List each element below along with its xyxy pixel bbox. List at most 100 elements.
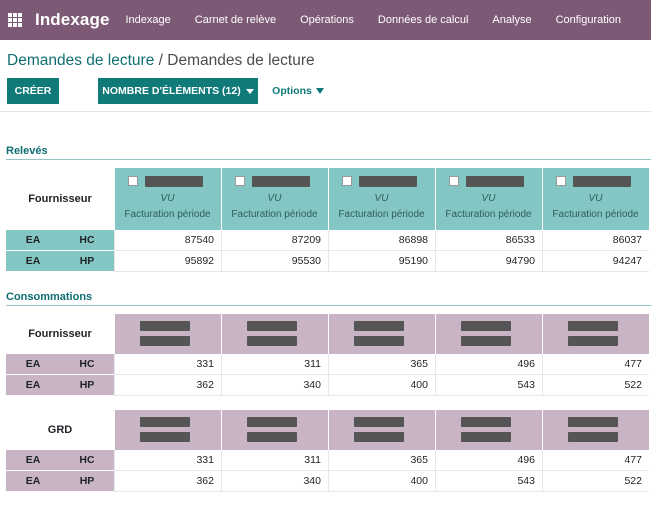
consommations-fournisseur-cell[interactable]: 400 <box>328 375 435 396</box>
consommations-grd-cell[interactable]: 365 <box>328 450 435 471</box>
menu-indexage[interactable]: Indexage <box>125 14 171 26</box>
redacted-label <box>247 336 297 346</box>
item-count-label: NOMBRE D'ÉLÉMENTS (12) <box>102 85 241 97</box>
create-button[interactable]: CRÉER <box>7 78 59 104</box>
row-label-a: EA <box>25 454 41 466</box>
redacted-label <box>354 321 404 331</box>
redacted-label <box>573 176 631 187</box>
consommations-fournisseur-column-header[interactable] <box>221 314 328 354</box>
releves-cell[interactable]: 95530 <box>221 251 328 272</box>
consommations-grd-cell[interactable]: 522 <box>542 471 649 492</box>
redacted-label <box>359 176 417 187</box>
row-label-b: HC <box>79 234 95 246</box>
redacted-label <box>247 417 297 427</box>
consommations-fournisseur-cell[interactable]: 362 <box>114 375 221 396</box>
consommations-fournisseur-cell[interactable]: 522 <box>542 375 649 396</box>
redacted-label <box>461 336 511 346</box>
consommations-grd-cell[interactable]: 477 <box>542 450 649 471</box>
row-label-b: HP <box>79 379 95 391</box>
create-button-label: CRÉER <box>14 85 52 97</box>
column-vu-label: VU <box>267 193 282 204</box>
redacted-label <box>247 321 297 331</box>
redacted-label <box>140 417 190 427</box>
consommations-grd-row-label: EA HC <box>6 450 114 471</box>
app-title[interactable]: Indexage <box>35 10 110 29</box>
consommations-fournisseur-column-header[interactable] <box>328 314 435 354</box>
releves-cell[interactable]: 94790 <box>435 251 542 272</box>
consommations-fournisseur-column-header[interactable] <box>435 314 542 354</box>
consommations-grd-column-header[interactable] <box>114 410 221 450</box>
releves-cell[interactable]: 94247 <box>542 251 649 272</box>
column-facturation-label: Facturation période <box>338 209 425 220</box>
breadcrumb-parent-link[interactable]: Demandes de lecture <box>7 52 155 69</box>
column-checkbox[interactable] <box>342 176 352 186</box>
consommations-fournisseur-cell[interactable]: 311 <box>221 354 328 375</box>
consommations-grd-cell[interactable]: 311 <box>221 450 328 471</box>
options-button[interactable]: Options <box>266 78 330 104</box>
section-divider-releves <box>6 159 651 160</box>
consommations-fournisseur-cell[interactable]: 496 <box>435 354 542 375</box>
consommations-fournisseur-row-label: EA HC <box>6 354 114 375</box>
consommations-grd-row-label: EA HP <box>6 471 114 492</box>
row-label-b: HC <box>79 454 95 466</box>
releves-cell[interactable]: 95190 <box>328 251 435 272</box>
redacted-label <box>252 176 310 187</box>
consommations-grd-cell[interactable]: 543 <box>435 471 542 492</box>
consommations-fournisseur-cell[interactable]: 477 <box>542 354 649 375</box>
column-checkbox[interactable] <box>449 176 459 186</box>
redacted-label <box>461 432 511 442</box>
menu-donnees-de-calcul[interactable]: Données de calcul <box>377 14 469 26</box>
column-checkbox[interactable] <box>235 176 245 186</box>
releves-cell[interactable]: 86533 <box>435 230 542 251</box>
releves-cell[interactable]: 95892 <box>114 251 221 272</box>
releves-row-label: EA HP <box>6 251 114 272</box>
item-count-dropdown[interactable]: NOMBRE D'ÉLÉMENTS (12) <box>98 78 258 104</box>
consommations-fournisseur-cell[interactable]: 365 <box>328 354 435 375</box>
consommations-fournisseur-cell[interactable]: 331 <box>114 354 221 375</box>
row-label-a: EA <box>25 379 41 391</box>
menu-carnet-de-releve[interactable]: Carnet de relève <box>194 14 277 26</box>
releves-cell[interactable]: 86898 <box>328 230 435 251</box>
section-title-releves: Relevés <box>6 145 48 157</box>
consommations-fournisseur-column-header[interactable] <box>542 314 649 354</box>
consommations-grd-column-header[interactable] <box>542 410 649 450</box>
section-title-consommations: Consommations <box>6 291 93 303</box>
filter-icon <box>315 88 324 94</box>
consommations-grd-cell[interactable]: 331 <box>114 450 221 471</box>
row-label-a: EA <box>25 234 41 246</box>
releves-row-label: EA HC <box>6 230 114 251</box>
consommations-grd-column-header[interactable] <box>328 410 435 450</box>
redacted-label <box>140 336 190 346</box>
row-label-b: HC <box>79 358 95 370</box>
redacted-label <box>568 432 618 442</box>
consommations-grd-column-header[interactable] <box>221 410 328 450</box>
consommations-grd-cell[interactable]: 496 <box>435 450 542 471</box>
consommations-grd-cell[interactable]: 400 <box>328 471 435 492</box>
consommations-fournisseur-cell[interactable]: 340 <box>221 375 328 396</box>
breadcrumb: Demandes de lecture / Demandes de lectur… <box>7 52 315 70</box>
column-vu-label: VU <box>481 193 496 204</box>
column-checkbox[interactable] <box>556 176 566 186</box>
menu-analyse[interactable]: Analyse <box>492 14 532 26</box>
chevron-down-icon <box>245 88 254 94</box>
consommations-corner-fournisseur: Fournisseur <box>28 328 92 340</box>
redacted-label <box>568 336 618 346</box>
menu-operations[interactable]: Opérations <box>300 14 354 26</box>
consommations-grd-cell[interactable]: 362 <box>114 471 221 492</box>
releves-cell[interactable]: 87209 <box>221 230 328 251</box>
consommations-grd-column-header[interactable] <box>435 410 542 450</box>
redacted-label <box>354 336 404 346</box>
consommations-fournisseur-cell[interactable]: 543 <box>435 375 542 396</box>
redacted-label <box>354 417 404 427</box>
menu-configuration[interactable]: Configuration <box>555 14 621 26</box>
apps-menu-icon[interactable] <box>8 13 22 27</box>
column-checkbox[interactable] <box>128 176 138 186</box>
releves-cell[interactable]: 86037 <box>542 230 649 251</box>
redacted-label <box>466 176 524 187</box>
redacted-label <box>140 321 190 331</box>
redacted-label <box>461 417 511 427</box>
consommations-grd-cell[interactable]: 340 <box>221 471 328 492</box>
releves-cell[interactable]: 87540 <box>114 230 221 251</box>
consommations-fournisseur-column-header[interactable] <box>114 314 221 354</box>
redacted-label <box>568 321 618 331</box>
